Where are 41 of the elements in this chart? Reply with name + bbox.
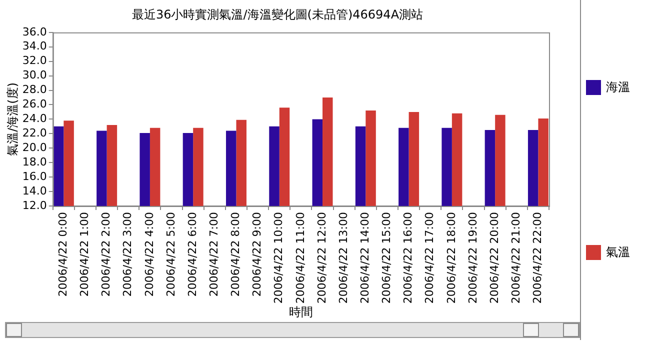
x-tick-label: 2006/4/22 0:00 (56, 212, 70, 297)
x-tick-label: 2006/4/22 15:00 (380, 212, 394, 304)
x-tick-label: 2006/4/22 5:00 (164, 212, 178, 297)
x-tick-label: 2006/4/22 16:00 (402, 212, 415, 304)
x-tick-label: 2006/4/22 17:00 (423, 212, 436, 304)
legend-label: 氣溫 (606, 245, 630, 260)
y-tick-label: 14.0 (22, 184, 47, 198)
y-tick-label: 16.0 (22, 170, 47, 183)
y-tick-label: 22.0 (22, 126, 47, 140)
y-tick-label: 20.0 (22, 140, 47, 154)
y-tick-label: 18.0 (22, 155, 47, 168)
x-tick-label: 2006/4/22 8:00 (229, 212, 242, 297)
y-tick-label: 34.0 (22, 40, 47, 53)
x-tick-label: 2006/4/22 2:00 (100, 212, 113, 297)
x-tick-label: 2006/4/22 19:00 (466, 212, 480, 304)
y-tick-label: 26.0 (22, 98, 47, 111)
y-tick-label: 30.0 (22, 68, 47, 82)
x-tick-label: 2006/4/22 12:00 (315, 212, 328, 304)
y-tick-label: 28.0 (22, 83, 47, 96)
chart-title: 最近36小時實測氣溫/海溫變化圖(未品管)46694A測站 (132, 7, 424, 22)
y-tick-label: 36.0 (22, 25, 47, 38)
x-tick-label: 2006/4/22 10:00 (272, 212, 286, 304)
y-axis-title: 氣溫/海溫(度) (5, 82, 20, 156)
x-tick-label: 2006/4/22 11:00 (294, 212, 307, 304)
x-tick-label: 2006/4/22 3:00 (121, 212, 134, 297)
x-tick-label: 2006/4/22 18:00 (444, 212, 458, 304)
x-tick-label: 2006/4/22 4:00 (142, 212, 156, 297)
x-tick-label: 2006/4/22 6:00 (186, 212, 199, 297)
x-tick-label: 2006/4/22 14:00 (358, 212, 372, 304)
x-tick-label: 2006/4/22 21:00 (510, 212, 523, 304)
x-tick-label: 2006/4/22 7:00 (208, 212, 221, 297)
x-tick-label: 2006/4/22 22:00 (531, 212, 544, 304)
x-tick-label: 2006/4/22 1:00 (78, 212, 92, 297)
y-tick-label: 32.0 (22, 54, 47, 68)
x-tick-label: 2006/4/22 13:00 (336, 212, 350, 304)
y-tick-label: 24.0 (22, 112, 47, 126)
x-tick-label: 2006/4/22 9:00 (250, 212, 264, 297)
y-tick-label: 12.0 (22, 198, 47, 212)
legend-label: 海溫 (606, 80, 630, 94)
x-tick-label: 2006/4/22 20:00 (488, 212, 501, 304)
x-axis-title: 時間 (288, 304, 313, 319)
